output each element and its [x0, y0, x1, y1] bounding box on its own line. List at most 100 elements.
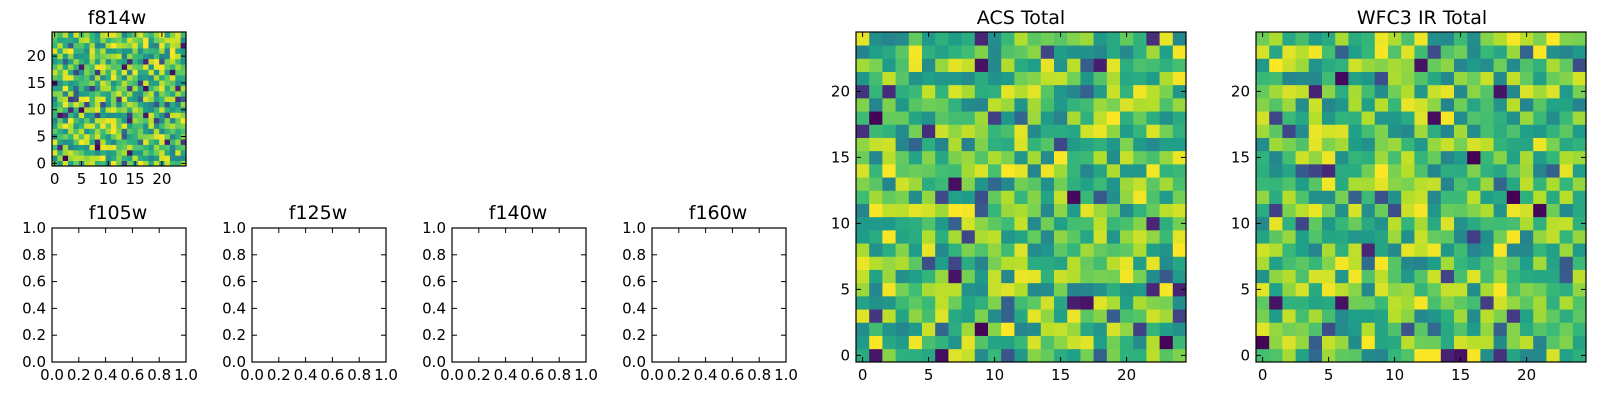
heatmap-cell [62, 85, 69, 92]
heatmap-cell [73, 133, 80, 140]
heatmap-cell [1361, 309, 1376, 323]
heatmap-cell [1120, 84, 1134, 99]
heatmap-cell [1159, 177, 1174, 191]
heatmap-cell [143, 69, 149, 76]
heatmap-cell [1308, 282, 1323, 297]
heatmap-cell [180, 69, 187, 76]
heatmap-cell [1027, 322, 1042, 336]
heatmap-cell [1014, 348, 1028, 363]
heatmap-cell [1546, 177, 1560, 191]
heatmap-cell [143, 112, 149, 119]
heatmap-cell [856, 84, 870, 99]
heatmap-cell [1322, 45, 1336, 59]
heatmap-cell [1348, 203, 1362, 218]
heatmap-cell [1093, 137, 1108, 152]
heatmap-cell [935, 282, 949, 297]
heatmap-cell [1080, 150, 1094, 165]
heatmap-cell [1133, 335, 1147, 350]
heatmap-cell [1440, 282, 1455, 297]
heatmap-cell [1269, 71, 1283, 86]
heatmap-wfc3-ir-total [1256, 32, 1587, 363]
heatmap-cell [1133, 216, 1147, 231]
heatmap-cell [1054, 58, 1068, 72]
heatmap-cell [1027, 190, 1042, 204]
x-tick-label: 15 [1451, 366, 1470, 384]
heatmap-cell [1256, 71, 1270, 86]
heatmap-cell [1322, 84, 1336, 99]
heatmap-cell [52, 74, 58, 81]
heatmap-cell [1322, 32, 1336, 46]
heatmap-cell [1106, 71, 1121, 86]
heatmap-cell [121, 149, 128, 156]
heatmap-cell [1414, 32, 1428, 46]
x-tick-label: 10 [99, 170, 118, 188]
heatmap-cell [1159, 58, 1174, 72]
heatmap-cell [1308, 124, 1323, 138]
heatmap-cell [1361, 58, 1376, 72]
heatmap-cell [148, 64, 155, 70]
heatmap-cell [143, 155, 149, 161]
heatmap-cell [1533, 177, 1547, 191]
heatmap-cell [73, 160, 80, 167]
heatmap-cell [1467, 256, 1481, 270]
heatmap-cell [1572, 335, 1587, 350]
heatmap-cell [1146, 71, 1160, 86]
heatmap-cell [121, 48, 128, 54]
heatmap-cell [1388, 203, 1402, 218]
heatmap-cell [137, 112, 144, 119]
heatmap-cell [1374, 71, 1389, 86]
heatmap-cell [1480, 203, 1494, 218]
heatmap-cell [1374, 98, 1389, 112]
heatmap-cell [1361, 124, 1376, 138]
heatmap-cell [1467, 124, 1481, 138]
heatmap-cell [1120, 150, 1134, 165]
heatmap-cell [116, 64, 123, 70]
heatmap-cell [961, 98, 976, 112]
heatmap-cell [1467, 71, 1481, 86]
heatmap-cell [100, 112, 106, 119]
y-tick-label: 0.6 [622, 273, 646, 291]
heatmap-cell [57, 117, 64, 124]
heatmap-cell [159, 133, 165, 140]
heatmap-cell [1414, 71, 1428, 86]
heatmap-cell [974, 190, 989, 204]
heatmap-cell [1014, 296, 1028, 310]
heatmap-cell [94, 90, 101, 97]
heatmap-cell [100, 96, 106, 103]
heatmap-cell [1401, 45, 1415, 59]
heatmap-cell [105, 155, 112, 161]
heatmap-cell [1256, 84, 1270, 99]
heatmap-cell [180, 139, 187, 145]
heatmap-cell [882, 335, 896, 350]
heatmap-cell [1159, 216, 1174, 231]
heatmap-cell [1533, 98, 1547, 112]
heatmap-cell [1093, 150, 1108, 165]
heatmap-cell [164, 37, 171, 44]
heatmap-cell [57, 37, 64, 44]
heatmap-cell [153, 139, 160, 145]
heatmap-cell [1282, 348, 1296, 363]
heatmap-cell [1308, 71, 1323, 86]
heatmap-cell [1414, 84, 1428, 99]
heatmap-cell [974, 124, 989, 138]
heatmap-cell [1067, 322, 1081, 336]
heatmap-cell [110, 144, 117, 151]
heatmap-cell [78, 53, 85, 60]
heatmap-cell [908, 203, 923, 218]
heatmap-cell [68, 149, 74, 156]
heatmap-cell [68, 160, 74, 167]
heatmap-cell [180, 64, 187, 70]
heatmap-cell [1322, 58, 1336, 72]
heatmap-cell [78, 123, 85, 129]
x-tick-label: 5 [924, 366, 934, 384]
y-tick-label: 0.8 [622, 246, 646, 264]
heatmap-cell [100, 101, 106, 108]
heatmap-cell [1572, 58, 1587, 72]
heatmap-cell [882, 111, 896, 125]
heatmap-cell [116, 85, 123, 92]
heatmap-cell [153, 48, 160, 54]
heatmap-cell [169, 139, 176, 145]
heatmap-cell [1467, 111, 1481, 125]
heatmap-cell [974, 111, 989, 125]
